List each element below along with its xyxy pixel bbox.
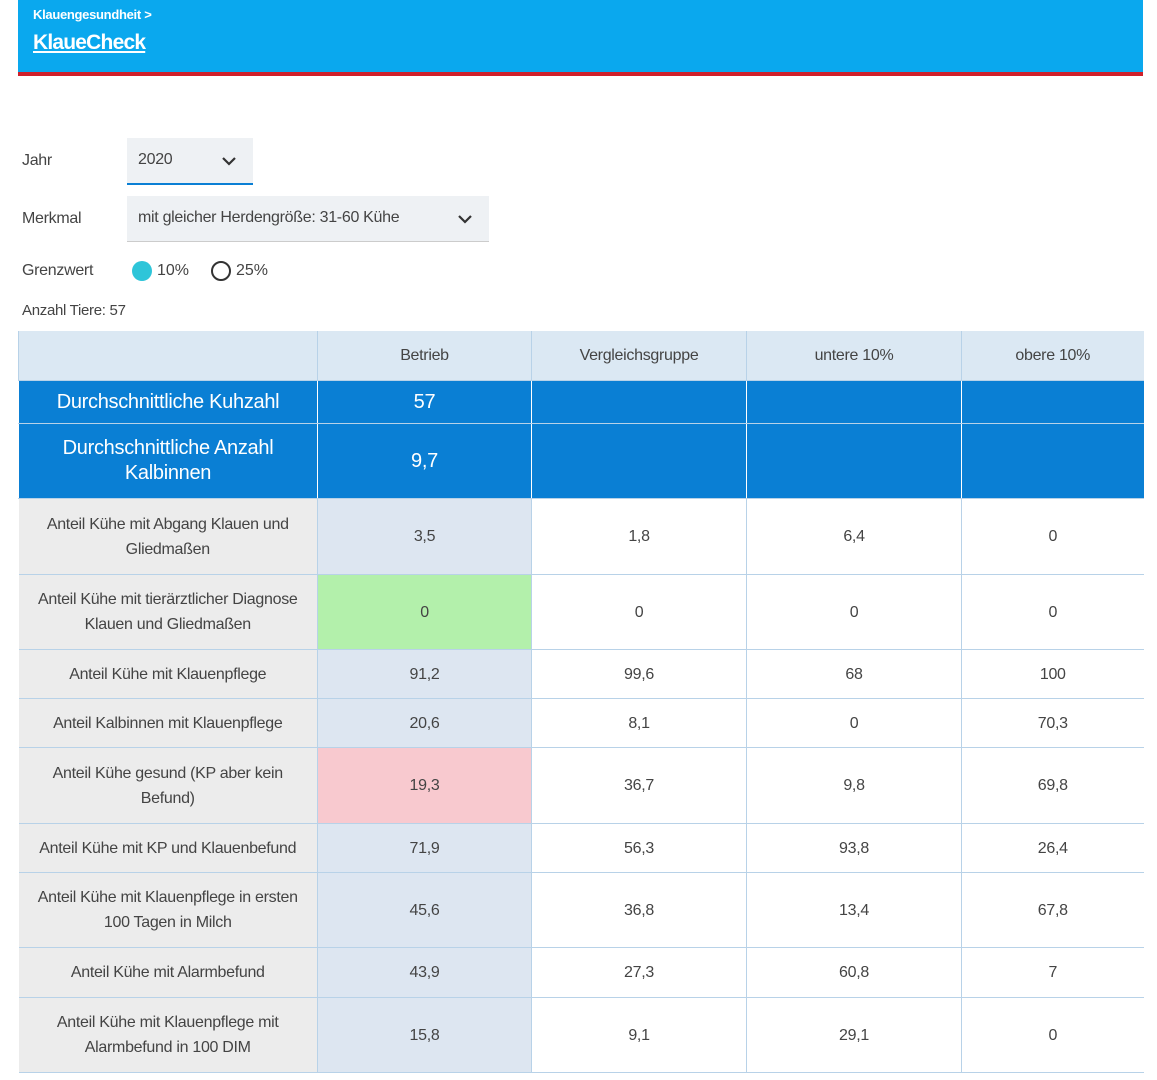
value-cell: 70,3 [961,698,1144,748]
value-cell: 20,6 [317,698,532,748]
summary-cell: Durchschnittliche Anzahl Kalbinnen [18,423,318,499]
row-label: Anteil Kalbinnen mit Klauenpflege [18,698,318,748]
empty-cell [961,423,1144,499]
data-row: Anteil Kühe mit Abgang Klauen und Gliedm… [18,498,1144,575]
table-body: Durchschnittliche Kuhzahl 57 Durchschnittl… [18,380,1144,1073]
summary-row: Durchschnittliche Kuhzahl 57 [18,380,1144,424]
empty-cell [531,380,747,424]
row-label: Anteil Kühe mit tierärztlicher Diagnose … [18,574,318,650]
value-cell: 43,9 [317,947,532,998]
summary-cell: 57 [317,380,532,424]
animal-count: Anzahl Tiere: 57 [22,302,126,319]
feature-value: mit gleicher Herdengröße: 31-60 Kühe [138,209,400,226]
value-cell: 0 [746,574,962,650]
value-cell: 0 [531,574,747,650]
value-cell: 0 [961,498,1144,575]
header-bar: Klauengesundheit > KlaueCheck [18,0,1143,76]
value-cell: 9,1 [531,997,747,1073]
row-label: Anteil Kühe mit Abgang Klauen und Gliedm… [18,498,318,575]
value-cell: 67,8 [961,872,1144,948]
year-select[interactable]: 2020 [127,138,253,185]
row-label: Anteil Kühe mit Klauenpflege mit Alarmbe… [18,997,318,1073]
summary-cell: Durchschnittliche Kuhzahl [18,380,318,424]
empty-cell [961,380,1144,424]
value-cell: 56,3 [531,823,747,873]
animal-count-value: 57 [109,302,126,319]
radio-label: 25% [236,262,269,279]
breadcrumb[interactable]: Klauengesundheit > [33,7,152,22]
data-row: Anteil Kühe mit tierärztlicher Diagnose … [18,574,1144,650]
value-cell: 27,3 [531,947,747,998]
empty-cell [746,423,962,499]
value-cell: 100 [961,649,1144,699]
column-header: Betrieb [317,331,532,381]
row-label: Anteil Kühe mit Klauenpflege [18,649,318,699]
value-cell: 6,4 [746,498,962,575]
value-cell: 0 [961,574,1144,650]
empty-cell [746,380,962,424]
value-cell: 71,9 [317,823,532,873]
row-label: Anteil Kühe mit Klauenpflege in ersten 1… [18,872,318,948]
radio[interactable] [211,261,231,281]
value-cell: 60,8 [746,947,962,998]
value-cell: 8,1 [531,698,747,748]
header-row: Betrieb Vergleichsgruppe untere 10% obere 1… [18,331,1144,381]
header-cell [18,331,318,381]
summary-row: Durchschnittliche Anzahl Kalbinnen 9,7 [18,423,1144,499]
value-cell: 36,8 [531,872,747,948]
column-header: Vergleichsgruppe [531,331,747,381]
value-cell: 0 [317,574,532,650]
value-cell: 69,8 [961,747,1144,824]
value-cell: 9,8 [746,747,962,824]
data-row: Anteil Kühe mit Klauenpflege mit Alarmbe… [18,997,1144,1073]
data-row: Anteil Kühe mit KP und Klauenbefund 71,9 5… [18,823,1144,873]
row-label: Anteil Kühe mit Alarmbefund [18,947,318,998]
value-cell: 1,8 [531,498,747,575]
value-cell: 93,8 [746,823,962,873]
year-value: 2020 [138,151,173,168]
column-header: untere 10% [746,331,962,381]
year-label: Jahr [22,152,52,169]
row-label: Anteil Kühe mit KP und Klauenbefund [18,823,318,873]
animal-count-label: Anzahl Tiere: [22,302,106,319]
chevron [222,157,236,166]
radio-label: 10% [157,262,190,279]
data-row: Anteil Kühe gesund (KP aber kein Befund)… [18,747,1144,824]
column-header: obere 10% [961,331,1144,381]
value-cell: 36,7 [531,747,747,824]
threshold-label: Grenzwert [22,262,94,279]
chevron [458,215,472,224]
page-title[interactable]: KlaueCheck [33,31,146,54]
feature-label: Merkmal [22,210,82,227]
value-cell: 99,6 [531,649,747,699]
results-table: Betrieb Vergleichsgruppe untere 10% obere 1… [18,331,1144,1073]
feature-select[interactable]: mit gleicher Herdengröße: 31-60 Kühe [127,196,489,242]
data-row: Anteil Kühe mit Klauenpflege 91,2 99,6 68 10… [18,649,1144,699]
row-label: Anteil Kühe gesund (KP aber kein Befund) [18,747,318,824]
value-cell: 19,3 [317,747,532,824]
data-row: Anteil Kühe mit Klauenpflege in ersten 1… [18,872,1144,948]
value-cell: 29,1 [746,997,962,1073]
value-cell: 0 [746,698,962,748]
radio-selected[interactable] [132,261,152,281]
data-row: Anteil Kühe mit Alarmbefund 43,9 27,3 60,8 7 [18,947,1144,998]
value-cell: 0 [961,997,1144,1073]
value-cell: 15,8 [317,997,532,1073]
value-cell: 45,6 [317,872,532,948]
empty-cell [531,423,747,499]
value-cell: 7 [961,947,1144,998]
value-cell: 68 [746,649,962,699]
value-cell: 26,4 [961,823,1144,873]
value-cell: 3,5 [317,498,532,575]
value-cell: 13,4 [746,872,962,948]
value-cell: 91,2 [317,649,532,699]
summary-cell: 9,7 [317,423,532,499]
data-row: Anteil Kalbinnen mit Klauenpflege 20,6 8,1… [18,698,1144,748]
